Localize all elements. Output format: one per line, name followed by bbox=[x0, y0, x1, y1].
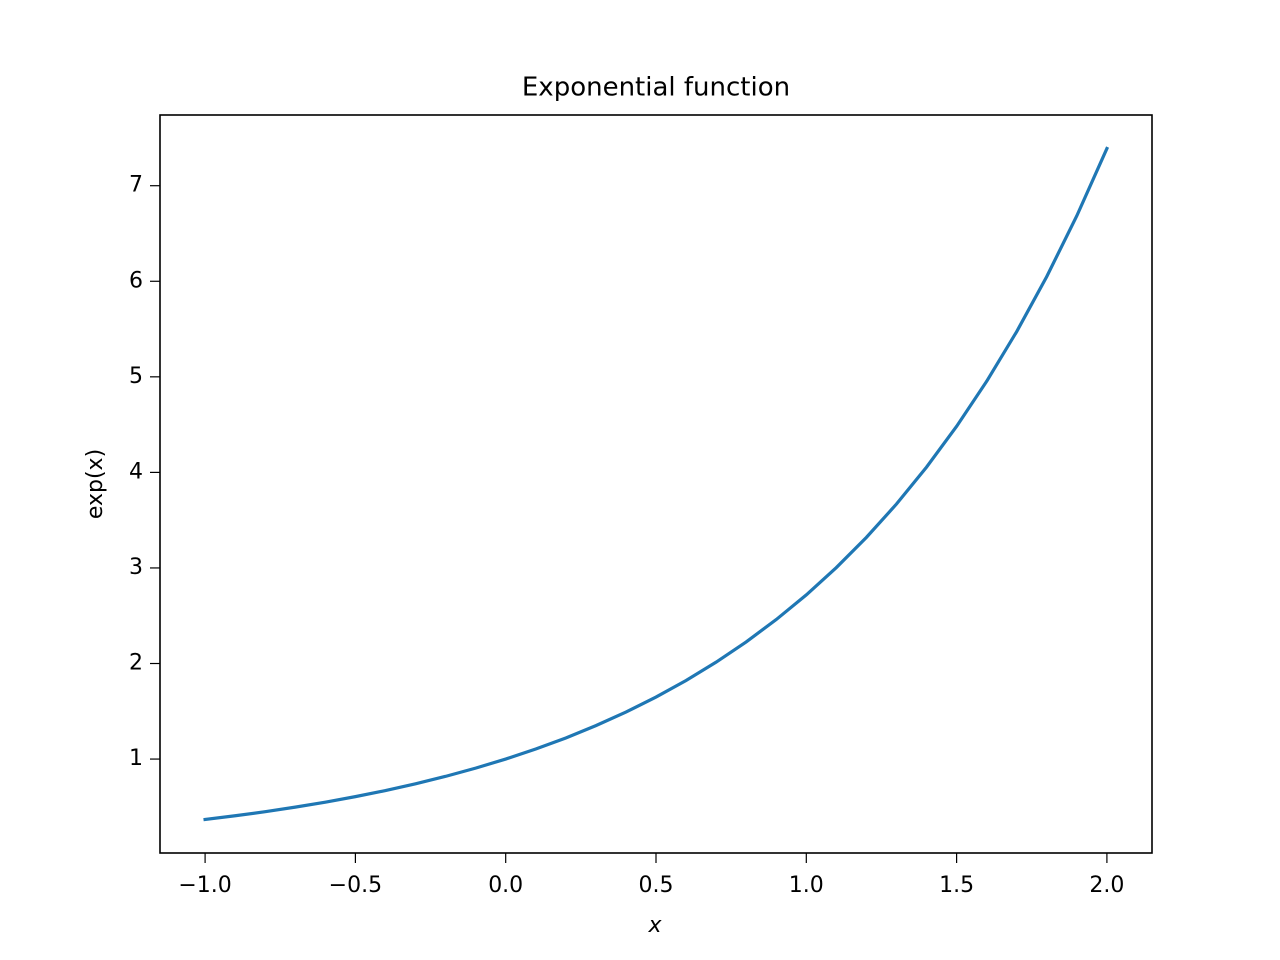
y-tick-label: 5 bbox=[129, 364, 143, 389]
x-tick-label: 1.0 bbox=[789, 873, 824, 898]
x-tick-label: −0.5 bbox=[329, 873, 382, 898]
plot-frame bbox=[159, 114, 1153, 854]
x-tick-label: −1.0 bbox=[178, 873, 231, 898]
y-tick-label: 6 bbox=[129, 268, 143, 293]
y-tick-label: 3 bbox=[129, 555, 143, 580]
chart-title: Exponential function bbox=[522, 73, 790, 103]
data-line bbox=[203, 146, 1110, 822]
x-tick-label: 2.0 bbox=[1089, 873, 1124, 898]
x-axis-label: x bbox=[647, 913, 662, 938]
y-tick-label: 4 bbox=[129, 459, 143, 484]
x-tick-label: 0.5 bbox=[639, 873, 674, 898]
x-tick-label: 1.5 bbox=[939, 873, 974, 898]
x-tick-label: 0.0 bbox=[488, 873, 523, 898]
y-tick-label: 7 bbox=[129, 173, 143, 198]
y-tick-label: 2 bbox=[129, 651, 143, 676]
y-tick-label: 1 bbox=[129, 746, 143, 771]
y-axis-label: exp(x) bbox=[83, 449, 108, 519]
